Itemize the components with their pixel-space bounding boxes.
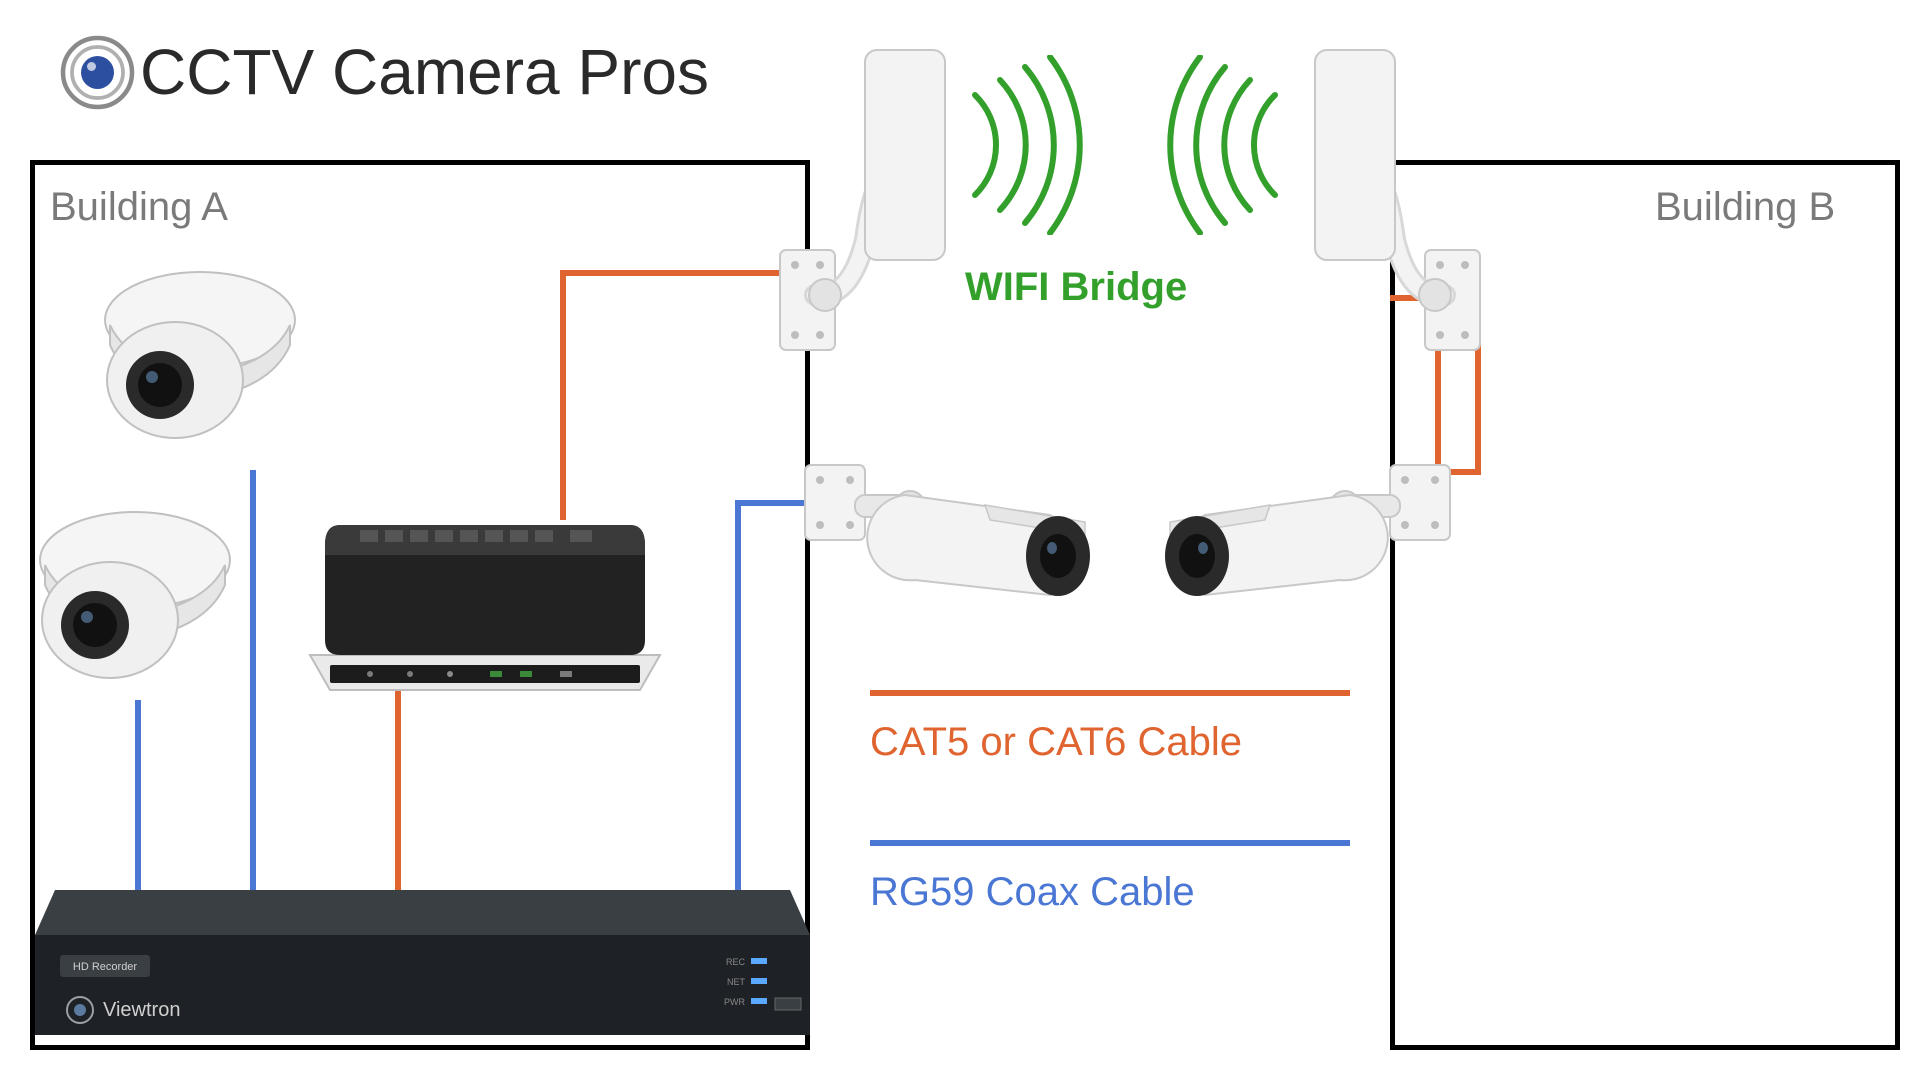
dome-camera-2 <box>30 510 240 715</box>
legend-coax-line <box>870 840 1350 846</box>
brand-title: CCTV Camera Pros <box>140 35 709 109</box>
wifi-antenna-right <box>1270 40 1490 365</box>
svg-text:PWR: PWR <box>724 997 745 1007</box>
legend-coax-text: RG59 Coax Cable <box>870 870 1195 915</box>
dvr-recorder: HD Recorder Viewtron REC NET PWR <box>35 870 810 1055</box>
building-a-label: Building A <box>50 185 228 230</box>
svg-text:REC: REC <box>726 957 746 967</box>
svg-text:NET: NET <box>727 977 746 987</box>
wifi-signal-left-icon <box>955 55 1105 240</box>
cable-coax-segment <box>735 500 741 900</box>
bullet-camera-left <box>800 450 1110 625</box>
legend-cat5-line <box>870 690 1350 696</box>
dvr-brand-text: Viewtron <box>103 999 180 1021</box>
brand-logo <box>60 35 135 115</box>
network-router <box>300 505 670 710</box>
bullet-camera-right <box>1145 450 1455 625</box>
wifi-bridge-label: WIFI Bridge <box>965 265 1187 310</box>
dome-camera-1 <box>95 270 305 475</box>
dvr-badge-text: HD Recorder <box>73 961 138 973</box>
cable-cat5-segment <box>560 270 566 520</box>
cable-coax-segment <box>250 470 256 900</box>
legend-cat5-text: CAT5 or CAT6 Cable <box>870 720 1242 765</box>
diagram-stage: CCTV Camera Pros Building A Building B <box>0 0 1920 1080</box>
building-b-label: Building B <box>1655 185 1835 230</box>
cable-cat5-segment <box>395 690 401 900</box>
